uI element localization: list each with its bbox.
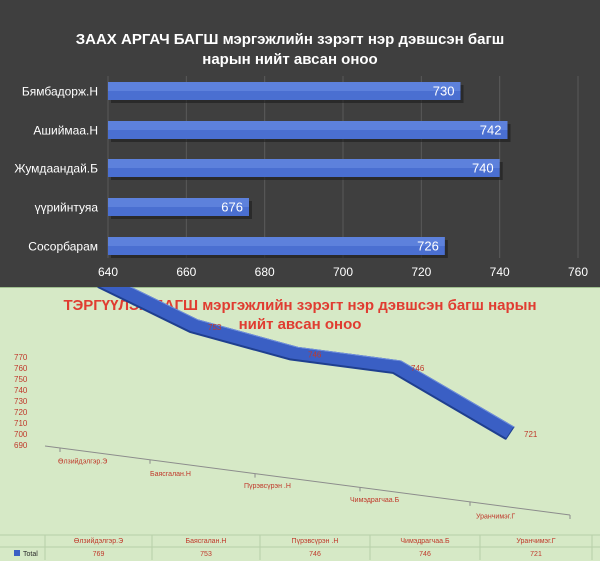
table-header-cell: Чимэдрагчаа.Б xyxy=(400,538,450,545)
top-bar-value-label: 740 xyxy=(472,161,494,176)
table-value-cell: 753 xyxy=(200,551,212,558)
top-category-label: үүрийнтуяа xyxy=(35,201,99,215)
bottom-chart-y-tick-labels: 770 760 750 740 730 720 710 700 690 xyxy=(14,353,28,450)
top-bar-highlight xyxy=(108,237,445,246)
top-bar-chart: ЗААХ АРГАЧ БАГШ мэргэжлийн зэрэгт нэр дэ… xyxy=(0,0,600,287)
bottom-y-tick-label: 730 xyxy=(14,397,28,406)
bottom-point-label: 746 xyxy=(308,350,322,359)
table-value-cell: 769 xyxy=(93,551,105,558)
top-bar-highlight xyxy=(108,121,508,130)
table-header-cell: Уранчимэг.Г xyxy=(516,538,555,545)
bottom-category-label: Өлзийдэлгэр.Э xyxy=(58,458,107,466)
bottom-chart-title-line-1: ТЭРГҮҮЛЭХ БАГШ мэргэжлийн зэрэгт нэр дэв… xyxy=(63,297,536,314)
bottom-chart-floor-axis xyxy=(44,445,571,516)
bottom-chart-data-table: Total Өлзийдэлгэр.Э 769 Баясгалан.Н 753 Пүрэв… xyxy=(0,534,600,560)
bottom-chart-category-labels: Өлзийдэлгэр.Э Баясгалан.Н Пүрэвсүрэн .Н Чим… xyxy=(58,458,515,521)
top-category-label: Жумдаандай.Б xyxy=(14,162,98,176)
bottom-ribbon-front-edge xyxy=(97,287,507,440)
bottom-category-label: Чимэдрагчаа.Б xyxy=(350,497,400,504)
top-chart-title-line-2: нарын нийт авсан оноо xyxy=(202,51,377,68)
bottom-category-label: Уранчимэг.Г xyxy=(476,514,515,521)
table-legend-key xyxy=(14,550,20,556)
table-series-label: Total xyxy=(23,551,38,558)
top-x-tick-label: 720 xyxy=(411,265,431,279)
bottom-y-tick-label: 690 xyxy=(14,441,28,450)
table-value-cell: 746 xyxy=(419,551,431,558)
bottom-y-tick-label: 720 xyxy=(14,408,28,417)
bottom-chart-point-labels: 769753746746721 xyxy=(116,287,538,439)
bottom-chart-title-line-2: нийт авсан оноо xyxy=(239,316,362,333)
top-category-label: Сосорбарам xyxy=(28,240,98,254)
top-x-tick-label: 680 xyxy=(255,265,275,279)
bottom-chart-ribbon xyxy=(97,287,515,440)
top-bar-value-label: 726 xyxy=(417,239,439,254)
top-x-tick-label: 760 xyxy=(568,265,588,279)
bottom-y-tick-label: 750 xyxy=(14,375,28,384)
top-chart-title-line-1: ЗААХ АРГАЧ БАГШ мэргэжлийн зэрэгт нэр дэ… xyxy=(76,31,505,48)
top-bar-value-label: 742 xyxy=(480,123,502,138)
bottom-ribbon-chart: ТЭРГҮҮЛЭХ БАГШ мэргэжлийн зэрэгт нэр дэв… xyxy=(0,287,600,561)
bottom-point-label: 753 xyxy=(208,323,222,332)
bottom-y-tick-label: 760 xyxy=(14,364,28,373)
top-x-tick-label: 700 xyxy=(333,265,353,279)
top-bar-value-label: 730 xyxy=(433,84,455,99)
bottom-y-tick-label: 770 xyxy=(14,353,28,362)
top-x-tick-label: 660 xyxy=(176,265,196,279)
top-category-label: Бямбадорж.Н xyxy=(22,85,98,99)
bottom-category-label: Баясгалан.Н xyxy=(150,471,191,478)
table-header-cell: Баясгалан.Н xyxy=(186,538,227,545)
top-bar-highlight xyxy=(108,198,249,207)
top-bar-highlight xyxy=(108,82,461,91)
top-x-tick-label: 640 xyxy=(98,265,118,279)
top-x-tick-label: 740 xyxy=(490,265,510,279)
bottom-y-tick-label: 740 xyxy=(14,386,28,395)
top-chart-bars: 730 742 740 676 726 xyxy=(108,82,511,258)
top-bar-highlight xyxy=(108,159,500,168)
table-header-cell: Өлзийдэлгэр.Э xyxy=(74,537,123,545)
table-value-cell: 721 xyxy=(530,551,542,558)
bottom-y-tick-label: 710 xyxy=(14,419,28,428)
bottom-point-label: 746 xyxy=(411,364,425,373)
bottom-category-label: Пүрэвсүрэн .Н xyxy=(244,483,291,490)
table-value-cell: 746 xyxy=(309,551,321,558)
bottom-chart-floor-ticks xyxy=(59,447,571,519)
top-chart-x-tick-labels: 640 660 680 700 720 740 760 xyxy=(98,265,588,279)
bottom-ribbon-back-edge xyxy=(129,287,515,428)
bottom-y-tick-label: 700 xyxy=(14,430,28,439)
table-header-cell: Пүрэвсүрэн .Н xyxy=(292,538,339,545)
bottom-point-label: 721 xyxy=(524,430,538,439)
top-category-label: Ашиймаа.Н xyxy=(33,124,98,138)
top-bar-value-label: 676 xyxy=(221,200,243,215)
top-chart-category-labels: Бямбадорж.Н Ашиймаа.Н Жумдаандай.Б үүрийнту… xyxy=(14,85,98,254)
